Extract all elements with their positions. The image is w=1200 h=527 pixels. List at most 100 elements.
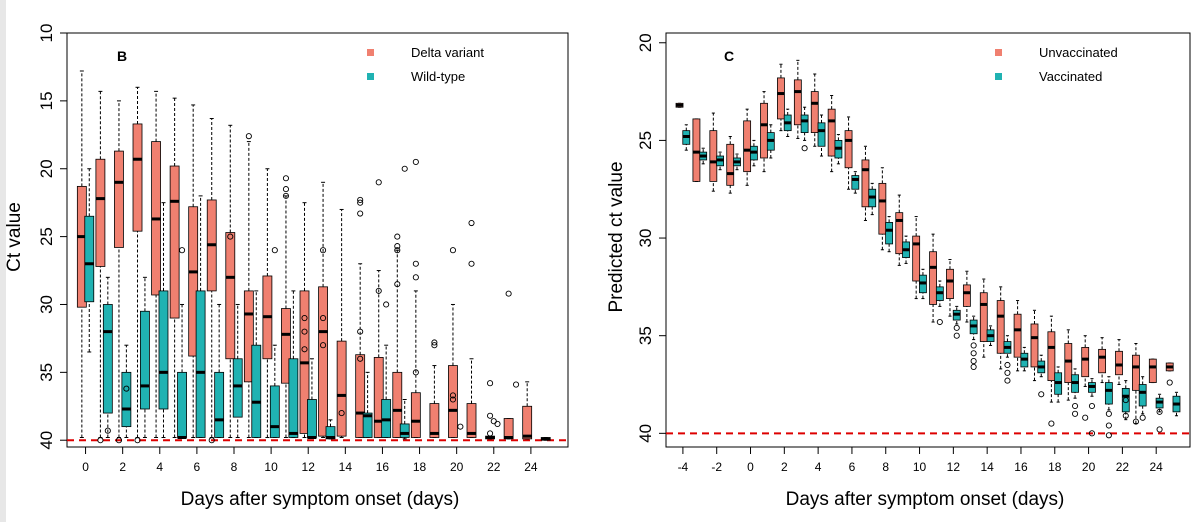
x-tick-label: 6 xyxy=(194,460,201,474)
outlier-point xyxy=(1122,397,1129,404)
box-body xyxy=(188,206,199,357)
x-tick-label: 18 xyxy=(1048,460,1062,474)
box xyxy=(214,303,225,438)
box xyxy=(726,136,735,194)
series-1 xyxy=(682,106,1181,421)
box-body xyxy=(373,357,384,438)
legend-swatch-delta xyxy=(367,49,374,56)
box xyxy=(861,145,870,221)
box xyxy=(522,381,533,440)
outlier-point xyxy=(1105,432,1112,439)
box-body xyxy=(1013,313,1022,358)
box xyxy=(1047,315,1056,403)
box-body xyxy=(362,412,373,438)
box xyxy=(952,305,961,325)
box-body xyxy=(1148,358,1157,383)
box xyxy=(151,90,161,438)
outlier-point xyxy=(357,355,364,362)
box-body xyxy=(996,300,1005,354)
outlier-point xyxy=(449,392,457,399)
outlier-point xyxy=(375,287,382,294)
box-body xyxy=(522,405,533,440)
outlier-point xyxy=(338,410,345,417)
box-body xyxy=(214,371,225,438)
window-edge xyxy=(0,0,6,522)
outlier-point xyxy=(104,427,111,434)
box xyxy=(195,195,206,438)
box xyxy=(895,194,904,266)
outlier-point xyxy=(953,324,960,331)
outlier-point xyxy=(383,301,390,308)
box-body xyxy=(448,365,458,438)
box-body xyxy=(929,251,937,305)
outlier-point xyxy=(1139,414,1146,421)
outlier-point xyxy=(431,342,438,349)
box xyxy=(1098,337,1107,384)
box xyxy=(716,151,724,171)
box xyxy=(766,124,775,159)
box-body xyxy=(177,371,187,438)
box-body xyxy=(851,175,860,190)
box xyxy=(912,216,921,300)
box xyxy=(1081,335,1090,387)
box-body xyxy=(95,158,106,267)
y-tick-label: 25 xyxy=(37,227,56,246)
outlier-point xyxy=(970,358,977,365)
box xyxy=(307,358,317,439)
box-body xyxy=(709,130,718,182)
box xyxy=(362,371,373,438)
y-tick-label: 35 xyxy=(636,326,655,345)
box xyxy=(851,171,860,194)
box xyxy=(225,124,236,438)
box xyxy=(188,104,199,438)
outlier-point xyxy=(1156,408,1163,415)
box-body xyxy=(692,118,701,182)
x-tick-label: 16 xyxy=(1014,460,1028,474)
outlier-point xyxy=(320,247,327,254)
box xyxy=(929,233,937,323)
outlier-point xyxy=(357,196,364,204)
box-body xyxy=(1030,323,1039,368)
box xyxy=(466,358,477,438)
panel-b: Ct value Days after symptom onset (days)… xyxy=(0,0,600,522)
x-tick-label: 10 xyxy=(913,460,927,474)
box xyxy=(281,195,291,438)
y-tick-label: 10 xyxy=(37,24,56,43)
box xyxy=(743,108,752,186)
box xyxy=(1013,300,1022,372)
box xyxy=(699,147,708,165)
outlier-point xyxy=(282,175,290,182)
x-tick-label: 14 xyxy=(980,460,994,474)
box xyxy=(682,124,691,151)
box xyxy=(140,276,150,438)
box xyxy=(1104,376,1113,411)
legend-label-wildtype: Wild-type xyxy=(411,69,465,84)
box xyxy=(1054,366,1063,403)
outlier-point xyxy=(394,243,401,250)
box-body xyxy=(1132,354,1140,391)
box xyxy=(692,118,701,182)
panel-c-chart: Predicted ct value Days after symptom on… xyxy=(606,32,1191,510)
box-body xyxy=(399,423,410,438)
outlier-point xyxy=(412,260,419,267)
outlier-point xyxy=(134,437,141,444)
box xyxy=(878,167,887,251)
box-body xyxy=(1104,382,1113,405)
outlier-point xyxy=(457,423,464,430)
outlier-point xyxy=(394,247,401,254)
outlier-point xyxy=(1004,361,1011,369)
outlier-point xyxy=(412,158,419,166)
outlier-point xyxy=(271,247,278,254)
box-body xyxy=(392,371,403,438)
outlier-point xyxy=(487,412,494,419)
box xyxy=(1064,329,1073,401)
box-body xyxy=(1047,331,1056,382)
legend-label-unvaccinated: Unvaccinated xyxy=(1039,45,1118,60)
box xyxy=(540,436,551,441)
box-body xyxy=(793,79,802,126)
box-body xyxy=(817,122,826,147)
box xyxy=(885,216,894,253)
box xyxy=(817,114,826,157)
x-tick-label: -2 xyxy=(711,460,722,474)
box-body xyxy=(169,165,180,319)
